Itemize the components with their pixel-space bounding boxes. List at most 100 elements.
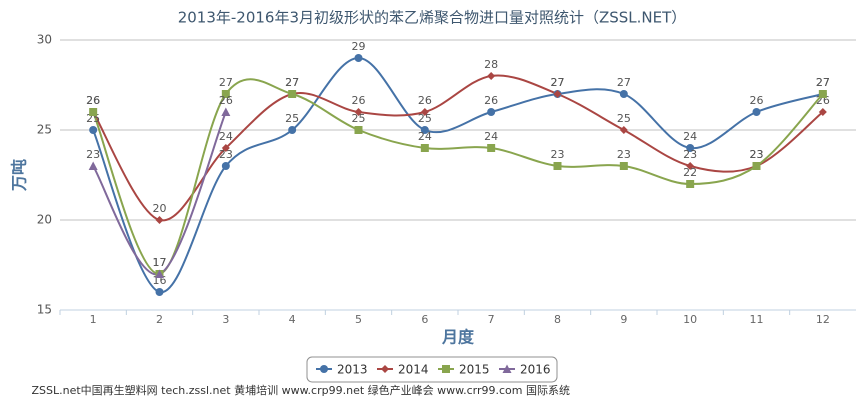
chart-title: 2013年-2016年3月初级形状的苯乙烯聚合物进口量对照统计（ZSSL.NET…	[178, 9, 687, 27]
data-label: 27	[285, 76, 299, 89]
marker	[752, 108, 761, 116]
data-label: 20	[153, 202, 167, 215]
marker	[155, 216, 164, 224]
x-axis-label: 月度	[441, 328, 475, 347]
data-label: 29	[352, 40, 366, 53]
marker	[88, 161, 98, 170]
legend-label: 2013	[337, 363, 368, 377]
footer: ZSSL.net中国再生塑料网 tech.zssl.net 黄埔培训 www.c…	[31, 383, 570, 397]
data-label: 26	[484, 94, 498, 107]
x-tick-label: 5	[355, 313, 362, 326]
marker	[221, 90, 230, 98]
data-label: 26	[352, 94, 366, 107]
legend-label: 2014	[398, 363, 429, 377]
marker	[818, 108, 827, 116]
data-label: 27	[219, 76, 233, 89]
marker	[354, 126, 363, 134]
data-label: 17	[153, 256, 167, 269]
data-label: 28	[484, 58, 498, 71]
data-label: 25	[617, 112, 631, 125]
legend-label: 2016	[520, 363, 551, 377]
marker	[288, 126, 297, 134]
data-label: 23	[750, 148, 764, 161]
data-label: 27	[285, 76, 299, 89]
series-line	[92, 78, 824, 276]
data-label: 27	[551, 76, 565, 89]
data-label: 24	[484, 130, 498, 143]
marker	[354, 108, 363, 116]
marker	[89, 126, 98, 134]
marker	[686, 180, 695, 188]
x-tick-label: 10	[683, 313, 697, 326]
x-tick-label: 6	[421, 313, 428, 326]
data-label: 17	[153, 256, 167, 269]
marker	[89, 108, 98, 116]
data-label: 23	[86, 148, 100, 161]
x-tick-label: 12	[816, 313, 830, 326]
legend-box	[306, 356, 558, 383]
data-label: 23	[750, 148, 764, 161]
data-label: 26	[750, 94, 764, 107]
y-axis-label: 万吨	[10, 159, 29, 192]
marker	[502, 364, 512, 373]
marker	[818, 90, 827, 98]
data-label: 27	[551, 76, 565, 89]
x-tick-label: 2	[156, 313, 163, 326]
data-label: 23	[683, 148, 697, 161]
x-tick-label: 1	[90, 313, 97, 326]
marker	[320, 365, 328, 373]
x-tick-label: 7	[488, 313, 495, 326]
data-label: 23	[617, 148, 631, 161]
marker	[752, 162, 761, 170]
x-tick-label: 4	[289, 313, 296, 326]
series-line	[92, 74, 824, 222]
marker	[487, 144, 496, 152]
marker	[155, 288, 164, 296]
marker	[619, 90, 628, 98]
y-tick-label: 30	[37, 33, 52, 47]
data-label: 24	[683, 130, 697, 143]
x-tick-label: 9	[620, 313, 627, 326]
data-label: 26	[219, 94, 233, 107]
marker	[288, 90, 297, 98]
marker	[686, 144, 695, 152]
marker	[155, 269, 164, 278]
data-label: 26	[86, 94, 100, 107]
data-label: 26	[418, 94, 432, 107]
marker	[553, 162, 562, 170]
marker	[381, 365, 389, 373]
data-label: 25	[418, 112, 432, 125]
data-label: 24	[219, 130, 233, 143]
data-label: 22	[683, 166, 697, 179]
marker	[221, 107, 231, 116]
marker	[686, 162, 695, 170]
marker	[354, 54, 363, 62]
data-label: 27	[816, 76, 830, 89]
marker	[553, 90, 562, 98]
marker	[487, 108, 496, 116]
marker	[221, 144, 230, 152]
y-tick-label: 25	[37, 123, 52, 137]
data-label: 23	[551, 148, 565, 161]
y-tick-label: 15	[37, 303, 52, 317]
data-label: 27	[617, 76, 631, 89]
marker	[619, 126, 628, 134]
y-tick-label: 20	[37, 213, 52, 227]
data-label: 23	[219, 148, 233, 161]
x-tick-label: 11	[750, 313, 764, 326]
marker	[420, 144, 429, 152]
marker	[619, 162, 628, 170]
data-label: 26	[86, 94, 100, 107]
marker	[442, 365, 450, 373]
data-label: 25	[285, 112, 299, 125]
legend-label: 2015	[459, 363, 490, 377]
x-tick-label: 3	[222, 313, 229, 326]
marker	[487, 72, 496, 80]
data-label: 27	[816, 76, 830, 89]
data-label: 25	[352, 112, 366, 125]
data-label: 24	[418, 130, 432, 143]
marker	[221, 162, 230, 170]
marker	[420, 108, 429, 116]
marker	[420, 126, 429, 134]
